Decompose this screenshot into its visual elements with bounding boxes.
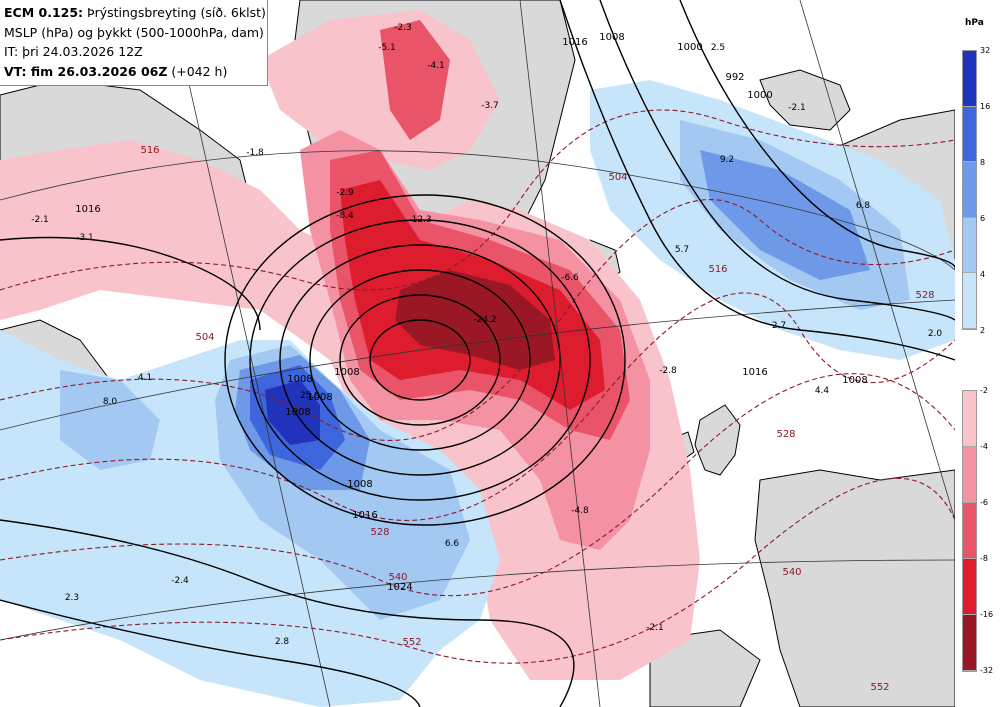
isobar-label: 1016 [352, 510, 377, 521]
tendency-label: 9.2 [720, 155, 734, 165]
fall-colorbar [962, 390, 977, 672]
isobar-label: 1008 [347, 479, 372, 490]
isobar-label: 1000 [677, 42, 702, 53]
legend-unit: hPa [965, 18, 984, 28]
thickness-label: 516 [140, 145, 159, 156]
legend-tick: 6 [980, 214, 986, 223]
tendency-label: -5.1 [378, 43, 396, 53]
colorbar-segment [963, 447, 976, 503]
pressure-fall-areas [0, 10, 700, 680]
legend-tick: -8 [980, 554, 988, 563]
isobar-label: 1008 [307, 392, 332, 403]
isobar-label: 1008 [285, 407, 310, 418]
tendency-label: 2.5 [711, 43, 725, 53]
legend-tick: 8 [980, 158, 986, 167]
isobar-labels: 1016 1008 1008 1008 1016 1008 1000 992 1… [75, 32, 867, 593]
isobar-label: 992 [725, 72, 744, 83]
legend-tick: 4 [980, 270, 986, 279]
tendency-label: 4.1 [138, 373, 152, 383]
isobar-label: 1008 [599, 32, 624, 43]
legend-tick: -6 [980, 498, 988, 507]
tendency-label: -4.1 [427, 61, 445, 71]
legend-tick: 16 [980, 102, 991, 111]
fall-legend [962, 390, 977, 672]
colorbar-segment [963, 559, 976, 615]
isobar-label: 1016 [562, 37, 587, 48]
colorbar-segment [963, 615, 976, 671]
tendency-label: 6.8 [856, 201, 871, 211]
isobar-label: 1008 [287, 374, 312, 385]
thickness-labels: 504 528 540 552 516 528 528 540 552 504 … [140, 145, 934, 693]
legend-tick: -16 [980, 610, 994, 619]
model-title-line: ECM 0.125: Þrýstingsbreyting (síð. 6klst… [4, 3, 267, 23]
field-description: MSLP (hPa) og þykkt (500-1000hPa, dam) [4, 24, 264, 40]
tendency-label: -2.8 [659, 366, 677, 376]
legend-tick: -2 [980, 386, 988, 395]
thickness-label: 528 [915, 290, 934, 301]
tendency-label: 2.0 [928, 329, 943, 339]
isobar-label: 1008 [842, 375, 867, 386]
legend-tick: -32 [980, 666, 994, 675]
thickness-label: 528 [370, 527, 389, 538]
rise-colorbar [962, 50, 977, 330]
tendency-label: -3.1 [76, 233, 94, 243]
isobars [0, 0, 955, 707]
thickness-label: 504 [195, 332, 214, 343]
tendency-label: 25.9 [300, 391, 320, 401]
tendency-label: -2.3 [394, 23, 412, 33]
tendency-label: 2.8 [275, 637, 290, 647]
thickness-label: 552 [870, 682, 889, 693]
tendency-label: -2.9 [336, 188, 354, 198]
tendency-label: 5.7 [675, 245, 689, 255]
thickness-label: 528 [776, 429, 795, 440]
isobar-label: 1016 [75, 204, 100, 215]
tendency-label: 4.4 [815, 386, 830, 396]
tendency-label: 2.3 [65, 593, 79, 603]
valid-time: VT: fim 26.03.2026 06Z [4, 63, 168, 79]
isobar-label: 1008 [334, 367, 359, 378]
tendency-label: -6.6 [561, 273, 579, 283]
tendency-label: 6.6 [445, 539, 460, 549]
tendency-label: 8.0 [103, 397, 118, 407]
model-name: ECM 0.125: [4, 5, 84, 20]
tendency-label: -2.1 [646, 623, 664, 633]
thickness-label: 540 [782, 567, 801, 578]
tendency-label: -2.4 [171, 576, 189, 586]
colorbar-segment [963, 273, 976, 329]
legend-tick: -4 [980, 442, 988, 451]
map-info-panel: ECM 0.125: Þrýstingsbreyting (síð. 6klst… [0, 0, 268, 86]
thickness-contours [0, 109, 955, 664]
colorbar-segment [963, 51, 976, 107]
isobar-label: 1000 [747, 90, 772, 101]
tendency-labels: -5.1 -4.1 -2.3 -3.7 -1.8 -2.1 -2.9 -3.1 … [31, 23, 942, 647]
colorbar-segment [963, 162, 976, 218]
valid-time-line: VT: fim 26.03.2026 06Z (+042 h) [4, 62, 267, 82]
colorbar-segment [963, 503, 976, 559]
thickness-label: 540 [388, 572, 407, 583]
legend-tick: 2 [980, 326, 986, 335]
isobar-label: 1024 [387, 582, 412, 593]
rise-legend [962, 50, 977, 330]
thickness-label: 504 [608, 172, 627, 183]
initial-time: IT: þri 24.03.2026 12Z [4, 44, 143, 59]
isobar-label: 1016 [742, 367, 767, 378]
colorbar-segment [963, 391, 976, 447]
tendency-label: 2.7 [772, 321, 786, 331]
tendency-label: -24.2 [473, 315, 496, 325]
parameter-name: Þrýstingsbreyting (síð. 6klst) [83, 5, 266, 20]
tendency-label: -3.7 [481, 101, 499, 111]
tendency-label: -12.3 [408, 215, 431, 225]
thickness-label: 552 [402, 637, 421, 648]
colorbar-segment [963, 217, 976, 274]
thickness-label: 516 [708, 264, 727, 275]
colorbar-segment [963, 106, 976, 163]
legend-tick: 32 [980, 46, 991, 55]
forecast-hour: (+042 h) [167, 63, 228, 79]
tendency-label: -4.8 [571, 506, 589, 516]
tendency-label: -8.4 [336, 211, 354, 221]
tendency-label: -2.1 [788, 103, 806, 113]
weather-map: 1016 1008 1008 1008 1016 1008 1000 992 1… [0, 0, 955, 707]
tendency-label: -1.8 [246, 148, 264, 158]
tendency-label: -2.1 [31, 215, 49, 225]
